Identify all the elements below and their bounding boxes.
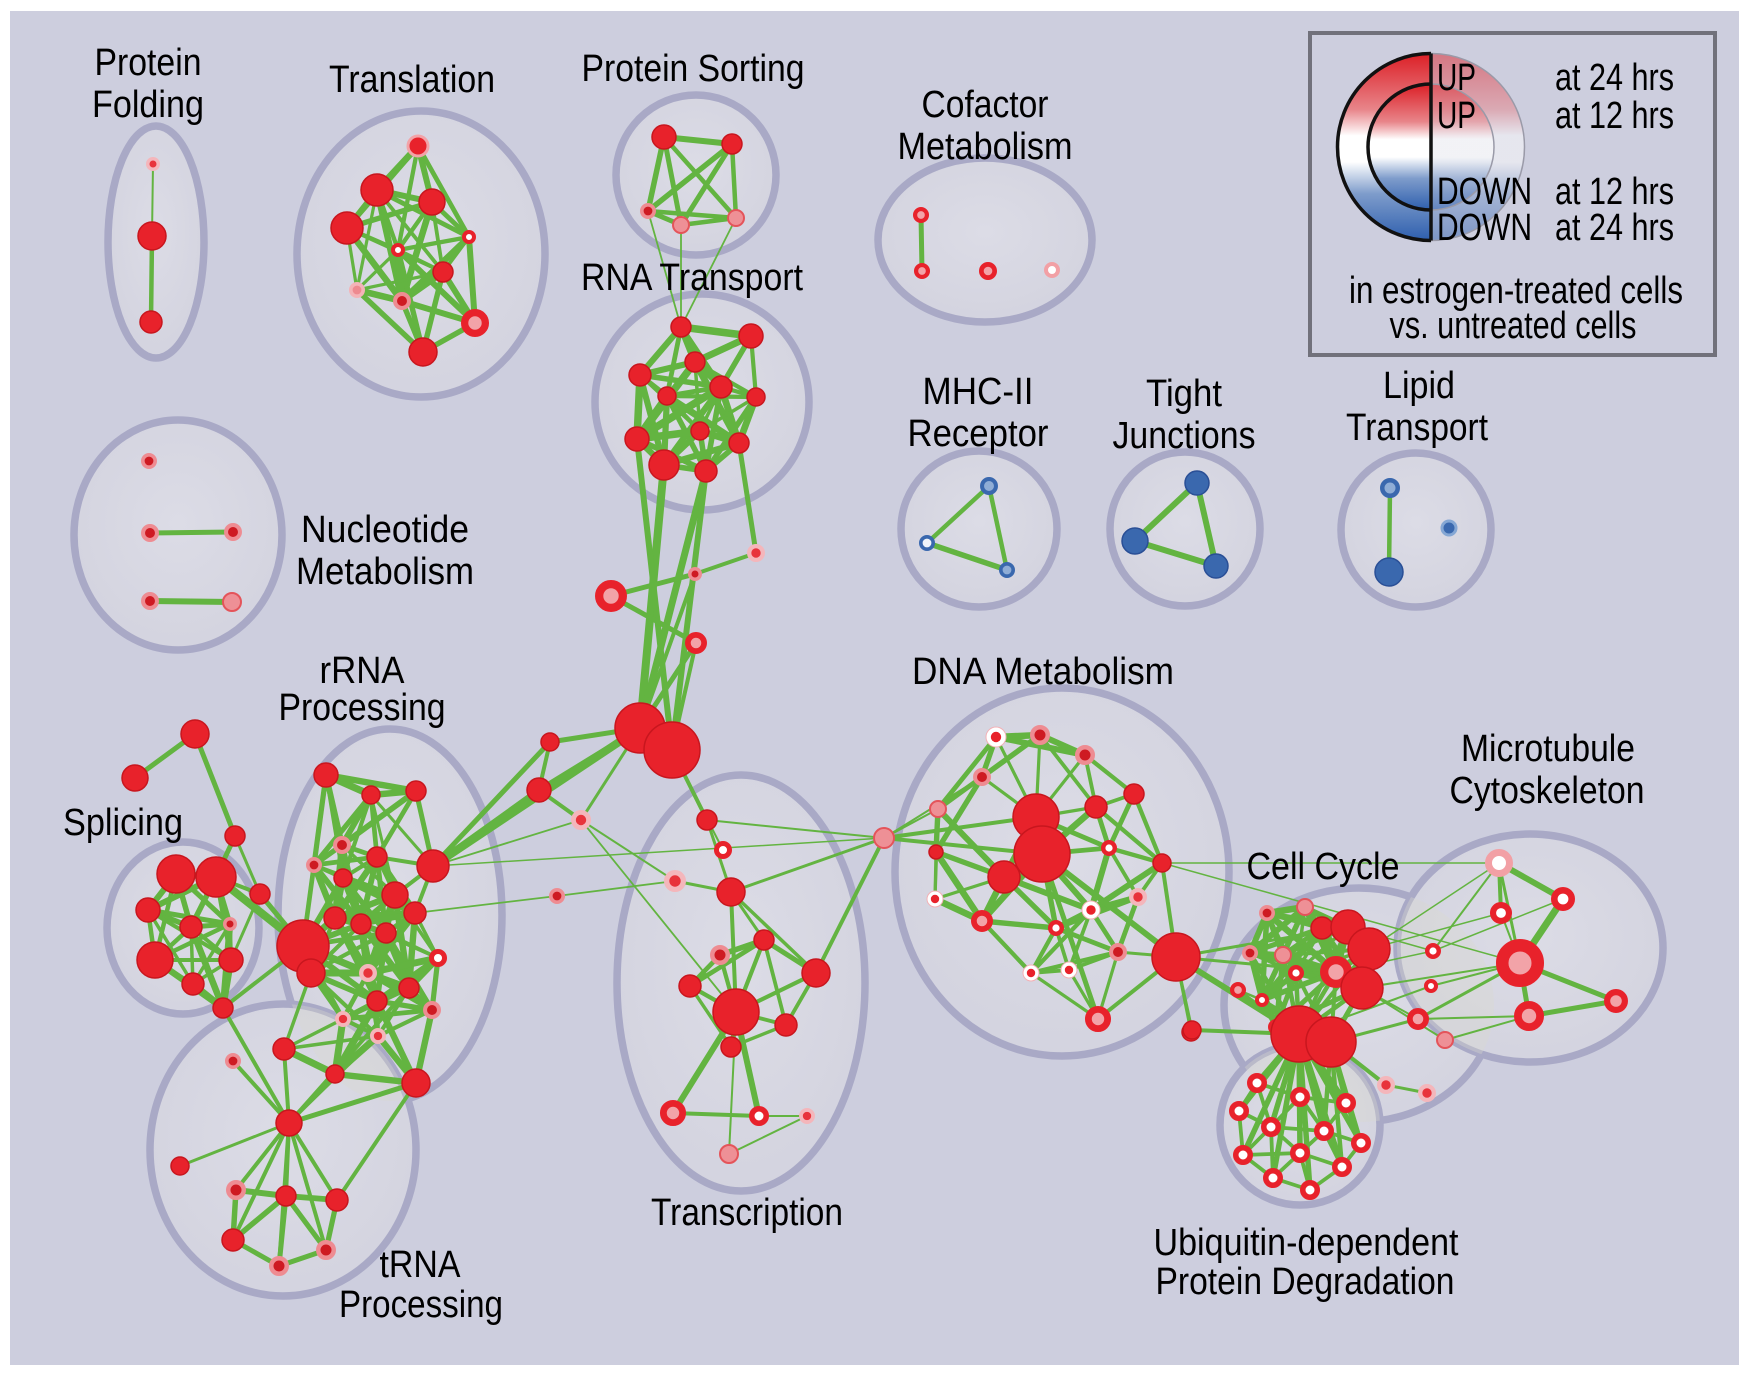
svg-text:at 24 hrs: at 24 hrs bbox=[1555, 57, 1674, 99]
svg-text:DOWN: DOWN bbox=[1437, 171, 1532, 213]
svg-text:Tight: Tight bbox=[1146, 373, 1222, 415]
svg-text:Metabolism: Metabolism bbox=[296, 551, 474, 593]
svg-text:MHC-II: MHC-II bbox=[923, 371, 1034, 413]
svg-text:DOWN: DOWN bbox=[1437, 207, 1532, 249]
svg-text:Metabolism: Metabolism bbox=[898, 126, 1073, 168]
svg-text:Protein Degradation: Protein Degradation bbox=[1156, 1261, 1455, 1303]
svg-text:Splicing: Splicing bbox=[63, 802, 183, 844]
svg-text:Cytoskeleton: Cytoskeleton bbox=[1450, 770, 1645, 812]
svg-text:Processing: Processing bbox=[279, 687, 446, 729]
svg-text:rRNA: rRNA bbox=[320, 650, 406, 692]
svg-text:Ubiquitin-dependent: Ubiquitin-dependent bbox=[1154, 1222, 1459, 1264]
svg-text:UP: UP bbox=[1437, 95, 1476, 137]
svg-text:Receptor: Receptor bbox=[908, 413, 1049, 455]
svg-text:Translation: Translation bbox=[329, 59, 495, 101]
svg-text:at 24 hrs: at 24 hrs bbox=[1555, 207, 1674, 249]
svg-text:Transcription: Transcription bbox=[651, 1192, 843, 1234]
svg-text:Processing: Processing bbox=[339, 1284, 503, 1326]
svg-text:Protein: Protein bbox=[95, 42, 202, 84]
svg-text:Transport: Transport bbox=[1346, 407, 1488, 449]
svg-text:Folding: Folding bbox=[92, 84, 204, 126]
svg-text:Nucleotide: Nucleotide bbox=[301, 509, 469, 551]
svg-text:UP: UP bbox=[1437, 57, 1476, 99]
svg-text:RNA Transport: RNA Transport bbox=[581, 257, 803, 299]
svg-text:tRNA: tRNA bbox=[380, 1244, 462, 1286]
svg-text:at 12 hrs: at 12 hrs bbox=[1555, 171, 1674, 213]
svg-text:in estrogen-treated cells: in estrogen-treated cells bbox=[1349, 270, 1683, 312]
svg-text:vs. untreated cells: vs. untreated cells bbox=[1390, 305, 1637, 347]
svg-text:Cell Cycle: Cell Cycle bbox=[1247, 846, 1400, 888]
svg-text:Cofactor: Cofactor bbox=[922, 84, 1049, 126]
svg-text:DNA Metabolism: DNA Metabolism bbox=[912, 651, 1174, 693]
svg-text:Protein Sorting: Protein Sorting bbox=[582, 48, 805, 90]
svg-text:Lipid: Lipid bbox=[1383, 365, 1455, 407]
svg-text:Microtubule: Microtubule bbox=[1461, 728, 1635, 770]
svg-text:Junctions: Junctions bbox=[1113, 415, 1256, 457]
svg-text:at 12 hrs: at 12 hrs bbox=[1555, 95, 1674, 137]
